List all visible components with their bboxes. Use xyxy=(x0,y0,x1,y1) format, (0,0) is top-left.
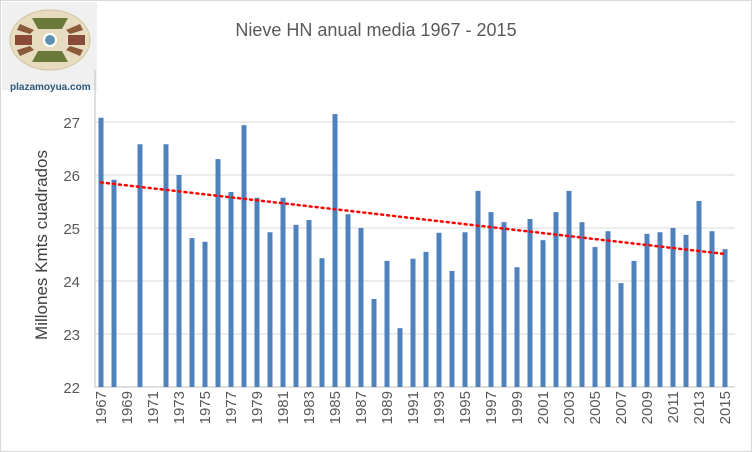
bar-1990 xyxy=(397,328,403,387)
bar-1992 xyxy=(423,251,429,387)
x-tick-label: 2011 xyxy=(665,391,682,423)
x-tick-label: 1967 xyxy=(93,391,110,424)
bar-1993 xyxy=(436,232,442,387)
x-tick-label: 1975 xyxy=(197,391,214,424)
bar-2007 xyxy=(618,283,624,387)
bar-1977 xyxy=(228,191,234,387)
bar-2002 xyxy=(553,212,559,387)
x-tick-label: 2003 xyxy=(561,391,578,424)
bar-2015 xyxy=(722,249,728,387)
bar-1979 xyxy=(254,197,260,387)
y-tick-label: 23 xyxy=(63,327,80,344)
x-tick-label: 1979 xyxy=(249,391,266,424)
bar-1968 xyxy=(111,179,117,387)
bar-1983 xyxy=(306,220,312,387)
bar-1999 xyxy=(514,267,520,387)
x-tick-label: 1989 xyxy=(379,391,396,424)
bar-1976 xyxy=(215,159,221,387)
bar-1998 xyxy=(501,222,507,387)
logo-text: plazamoyua.com xyxy=(10,82,91,93)
x-tick-label: 1995 xyxy=(457,391,474,424)
bar-2005 xyxy=(592,247,598,387)
bar-2004 xyxy=(579,222,585,387)
bar-2003 xyxy=(566,190,572,387)
bar-2001 xyxy=(540,240,546,387)
bar-1982 xyxy=(293,224,299,387)
bar-1974 xyxy=(189,238,195,387)
x-tick-label: 1983 xyxy=(301,391,318,424)
bar-1975 xyxy=(202,241,208,387)
bar-2014 xyxy=(709,231,715,387)
x-tick-label: 2005 xyxy=(587,391,604,424)
bar-2009 xyxy=(644,233,650,387)
bar-1991 xyxy=(410,258,416,387)
x-tick-label: 2001 xyxy=(535,391,552,424)
x-tick-label: 1977 xyxy=(223,391,240,424)
logo: plazamoyua.com xyxy=(2,2,97,93)
bar-2011 xyxy=(670,228,676,387)
bar-1987 xyxy=(358,228,364,387)
bar-1985 xyxy=(332,114,338,388)
bar-1970 xyxy=(137,144,143,387)
x-tick-label: 1993 xyxy=(431,391,448,424)
bar-1973 xyxy=(176,175,182,387)
x-tick-label: 1969 xyxy=(119,391,136,424)
x-tick-label: 1973 xyxy=(171,391,188,424)
x-tick-label: 1985 xyxy=(327,391,344,424)
x-tick-label: 2009 xyxy=(639,391,656,424)
x-tick-label: 1971 xyxy=(145,391,162,424)
bar-1996 xyxy=(475,190,481,387)
bar-1986 xyxy=(345,214,351,387)
x-tick-label: 2007 xyxy=(613,391,630,424)
x-tick-label: 1999 xyxy=(509,391,526,424)
bar-1988 xyxy=(371,299,377,387)
bar-1972 xyxy=(163,144,169,387)
bar-2010 xyxy=(657,232,663,387)
trendline xyxy=(99,181,727,256)
bar-2000 xyxy=(527,218,533,387)
bar-1978 xyxy=(241,125,247,388)
y-tick-label: 27 xyxy=(63,115,80,132)
bar-2006 xyxy=(605,231,611,387)
x-tick-label: 2015 xyxy=(717,391,734,424)
logo-emblem-icon xyxy=(9,9,91,71)
bar-2008 xyxy=(631,260,637,387)
y-tick-label: 22 xyxy=(63,380,80,397)
bar-1981 xyxy=(280,197,286,387)
x-tick-label: 1981 xyxy=(275,391,292,424)
bar-1984 xyxy=(319,258,325,387)
x-tick-label: 1997 xyxy=(483,391,500,424)
x-tick-label: 2013 xyxy=(691,391,708,424)
bar-1997 xyxy=(488,212,494,387)
bar-2012 xyxy=(683,234,689,387)
y-tick-label: 24 xyxy=(63,274,80,291)
y-tick-label: 26 xyxy=(63,168,80,185)
x-tick-label: 1987 xyxy=(353,391,370,424)
bar-2013 xyxy=(696,200,702,387)
y-tick-label: 25 xyxy=(63,221,80,238)
bar-1967 xyxy=(98,117,104,387)
x-tick-label: 1991 xyxy=(405,391,422,424)
bar-1989 xyxy=(384,260,390,387)
bar-1994 xyxy=(449,270,455,387)
chart-title: Nieve HN anual media 1967 - 2015 xyxy=(235,20,517,40)
bar-1980 xyxy=(267,232,273,387)
bar-1995 xyxy=(462,232,468,387)
